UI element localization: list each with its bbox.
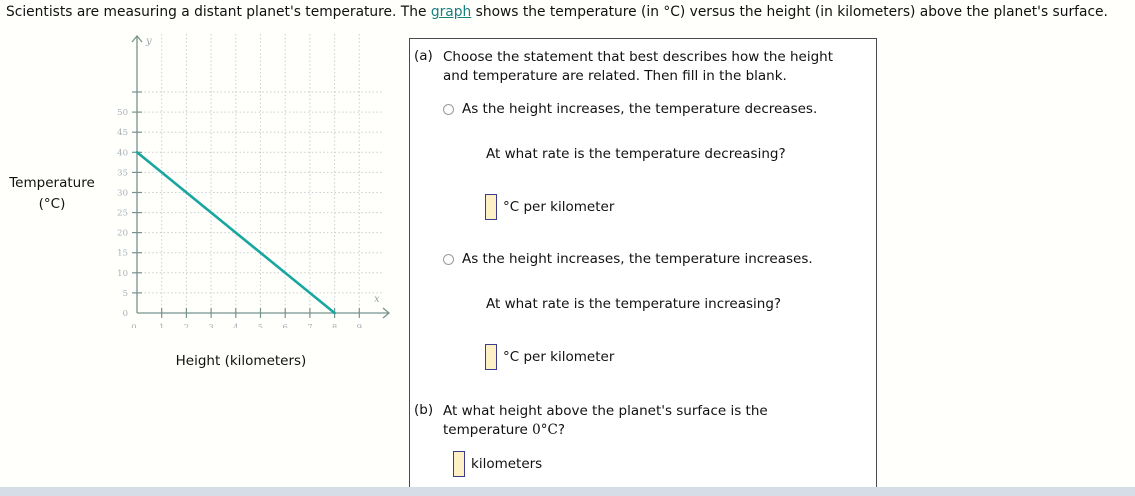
y-axis-symbol: y xyxy=(145,36,152,47)
intro-text-after-link: shows the temperature (in °C) versus the… xyxy=(471,4,1108,20)
part-b-label: (b) xyxy=(414,402,434,418)
svg-text:2: 2 xyxy=(184,323,189,328)
y-tick-labels: 0 5 10 15 20 25 30 35 40 45 50 xyxy=(117,108,128,319)
height-input[interactable] xyxy=(453,451,465,477)
part-a-prompt-line1: Choose the statement that best describes… xyxy=(443,49,834,65)
height-unit: kilometers xyxy=(471,456,543,472)
part-b-temperature-value: 0°C xyxy=(532,422,558,438)
svg-text:30: 30 xyxy=(117,189,128,199)
part-b-prompt-line2: temperature 0°C? xyxy=(443,421,853,440)
option-label-decreases: As the height increases, the temperature… xyxy=(462,101,818,117)
x-axis-symbol: x xyxy=(374,294,380,305)
radio-increases[interactable] xyxy=(443,253,454,265)
bottom-status-bar xyxy=(0,487,1135,496)
y-tick-marks xyxy=(132,91,142,294)
intro-text-before-link: Scientists are measuring a distant plane… xyxy=(6,4,431,20)
svg-text:15: 15 xyxy=(117,249,128,259)
part-a-prompt: Choose the statement that best describes… xyxy=(443,48,853,86)
y-axis-caption-line1: Temperature xyxy=(9,175,95,191)
rate-increasing-input[interactable] xyxy=(485,344,497,370)
svg-text:9: 9 xyxy=(357,323,362,328)
rate-decreasing-input[interactable] xyxy=(485,194,497,220)
follow-up-increasing-rate: At what rate is the temperature increasi… xyxy=(486,296,782,312)
option-row-increases[interactable]: As the height increases, the temperature… xyxy=(443,251,813,267)
radio-decreases[interactable] xyxy=(443,103,454,115)
answer-row-increasing-rate: °C per kilometer xyxy=(485,344,614,370)
plot-svg: y x xyxy=(117,34,391,328)
y-axis-caption: Temperature (°C) xyxy=(0,173,104,215)
svg-text:35: 35 xyxy=(117,168,128,178)
svg-text:10: 10 xyxy=(117,269,128,279)
svg-text:40: 40 xyxy=(117,148,128,158)
rate-decreasing-unit: °C per kilometer xyxy=(503,199,615,215)
svg-text:50: 50 xyxy=(117,108,128,118)
question-panel: (a) Choose the statement that best descr… xyxy=(409,38,877,488)
x-tick-marks xyxy=(161,308,360,318)
svg-text:1: 1 xyxy=(159,323,164,328)
grid-horizontal xyxy=(137,91,384,294)
coordinate-plot: y x xyxy=(112,28,397,328)
answer-row-decreasing-rate: °C per kilometer xyxy=(485,194,614,220)
option-row-decreases[interactable]: As the height increases, the temperature… xyxy=(443,101,817,117)
follow-up-decreasing-rate: At what rate is the temperature decreasi… xyxy=(486,146,786,162)
part-a-prompt-line2: and temperature are related. Then fill i… xyxy=(443,68,787,84)
svg-text:25: 25 xyxy=(117,209,128,219)
svg-text:20: 20 xyxy=(117,229,128,239)
svg-text:0: 0 xyxy=(131,323,136,328)
part-b-prompt: At what height above the planet's surfac… xyxy=(443,402,853,440)
svg-text:5: 5 xyxy=(258,323,263,328)
svg-text:3: 3 xyxy=(208,323,213,328)
problem-intro-text: Scientists are measuring a distant plane… xyxy=(6,3,1134,21)
part-b-prompt-line2-post: ? xyxy=(557,422,565,438)
x-axis-arrow xyxy=(382,307,391,319)
svg-text:0: 0 xyxy=(123,309,128,319)
svg-text:8: 8 xyxy=(332,323,337,328)
temperature-line xyxy=(135,151,336,315)
part-b-prompt-line1: At what height above the planet's surfac… xyxy=(443,403,768,419)
svg-text:6: 6 xyxy=(282,323,287,328)
svg-text:7: 7 xyxy=(307,323,312,328)
part-a-label: (a) xyxy=(414,48,433,64)
graph-link[interactable]: graph xyxy=(430,4,472,20)
y-axis-caption-line2: (°C) xyxy=(38,196,66,212)
svg-text:45: 45 xyxy=(117,128,128,138)
x-axis-caption: Height (kilometers) xyxy=(175,353,307,369)
svg-text:4: 4 xyxy=(233,323,238,328)
rate-increasing-unit: °C per kilometer xyxy=(503,349,615,365)
answer-row-height: kilometers xyxy=(453,451,542,477)
svg-text:5: 5 xyxy=(123,289,128,299)
grid-vertical xyxy=(161,34,360,313)
axes xyxy=(131,34,391,319)
x-tick-labels: 0 1 2 3 4 5 6 7 8 9 xyxy=(131,323,362,328)
y-axis-arrow xyxy=(131,34,143,43)
part-b-prompt-line2-pre: temperature xyxy=(443,422,533,438)
option-label-increases: As the height increases, the temperature… xyxy=(462,251,813,267)
graph-figure: Temperature (°C) xyxy=(0,28,400,388)
